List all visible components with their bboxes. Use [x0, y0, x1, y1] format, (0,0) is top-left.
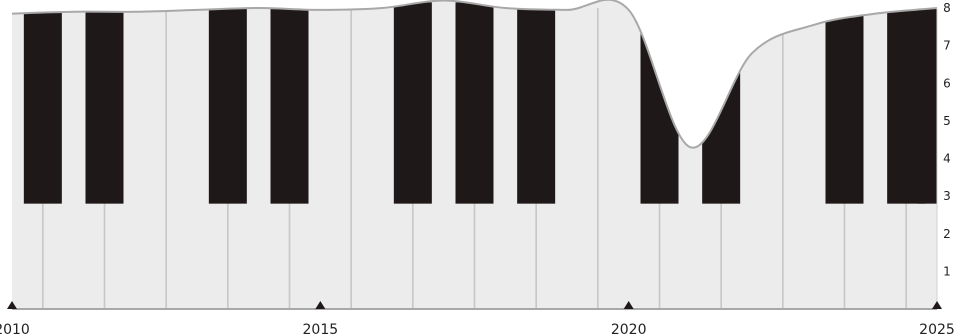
y-tick-label: 1: [943, 264, 951, 278]
y-tick-label: 2: [943, 227, 951, 241]
black-key-mark: [455, 2, 494, 204]
black-key-mark: [517, 2, 556, 204]
y-tick-label: 7: [943, 39, 951, 53]
x-tick-marker: [932, 301, 942, 309]
x-tick-label: 2010: [0, 322, 30, 335]
x-tick-label: 2015: [303, 322, 339, 335]
data-line: [11, 0, 938, 149]
x-tick-marker: [7, 301, 17, 309]
x-tick-label: 2025: [919, 322, 955, 335]
x-tick-marker: [623, 301, 634, 309]
black-key-mark: [270, 2, 309, 204]
x-tick-marker: [315, 301, 326, 309]
y-tick-label: 6: [943, 76, 951, 90]
black-key-mark: [393, 2, 432, 204]
black-key-mark: [918, 2, 937, 204]
black-key-mark: [208, 2, 247, 204]
clipped-piano-area: [12, 0, 937, 309]
y-tick-label: 8: [943, 1, 951, 15]
y-tick-label: 5: [943, 114, 951, 128]
y-tick-label: 4: [943, 152, 951, 166]
y-tick-label: 3: [943, 189, 951, 203]
x-tick-label: 2020: [611, 322, 647, 335]
black-key-mark: [825, 2, 864, 204]
plot-layer: [11, 0, 938, 309]
black-key-mark: [85, 2, 124, 204]
black-key-mark: [23, 2, 62, 204]
